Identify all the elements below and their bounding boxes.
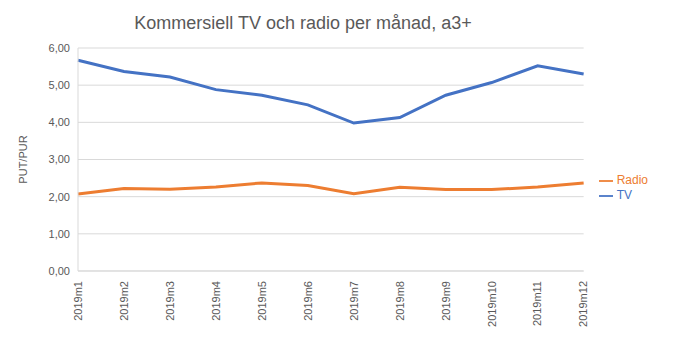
svg-text:2019m10: 2019m10 xyxy=(486,281,498,327)
svg-text:2019m1: 2019m1 xyxy=(72,281,84,321)
svg-text:3,00: 3,00 xyxy=(49,153,70,165)
svg-text:1,00: 1,00 xyxy=(49,228,70,240)
svg-text:0,00: 0,00 xyxy=(49,265,70,277)
svg-text:2019m12: 2019m12 xyxy=(577,281,589,327)
svg-text:2019m2: 2019m2 xyxy=(118,281,130,321)
svg-text:4,00: 4,00 xyxy=(49,116,70,128)
svg-text:5,00: 5,00 xyxy=(49,79,70,91)
svg-text:2019m9: 2019m9 xyxy=(440,281,452,321)
svg-text:2019m6: 2019m6 xyxy=(302,281,314,321)
svg-text:2,00: 2,00 xyxy=(49,191,70,203)
svg-text:2019m11: 2019m11 xyxy=(531,281,543,326)
html-text:Kommersiell TV och radio per m: Kommersiell TV och radio per månad, a3+ xyxy=(134,13,472,33)
svg-text:2019m4: 2019m4 xyxy=(210,281,222,321)
html-text:Radio: Radio xyxy=(616,173,648,188)
svg-text:6,00: 6,00 xyxy=(49,42,70,54)
svg-text:2019m7: 2019m7 xyxy=(348,281,360,321)
svg-text:2019m5: 2019m5 xyxy=(256,281,268,321)
svg-text:PUT/PUR: PUT/PUR xyxy=(17,135,29,183)
svg-text:2019m3: 2019m3 xyxy=(164,281,176,321)
svg-text:2019m8: 2019m8 xyxy=(394,281,406,321)
html-text:TV: TV xyxy=(616,188,632,202)
